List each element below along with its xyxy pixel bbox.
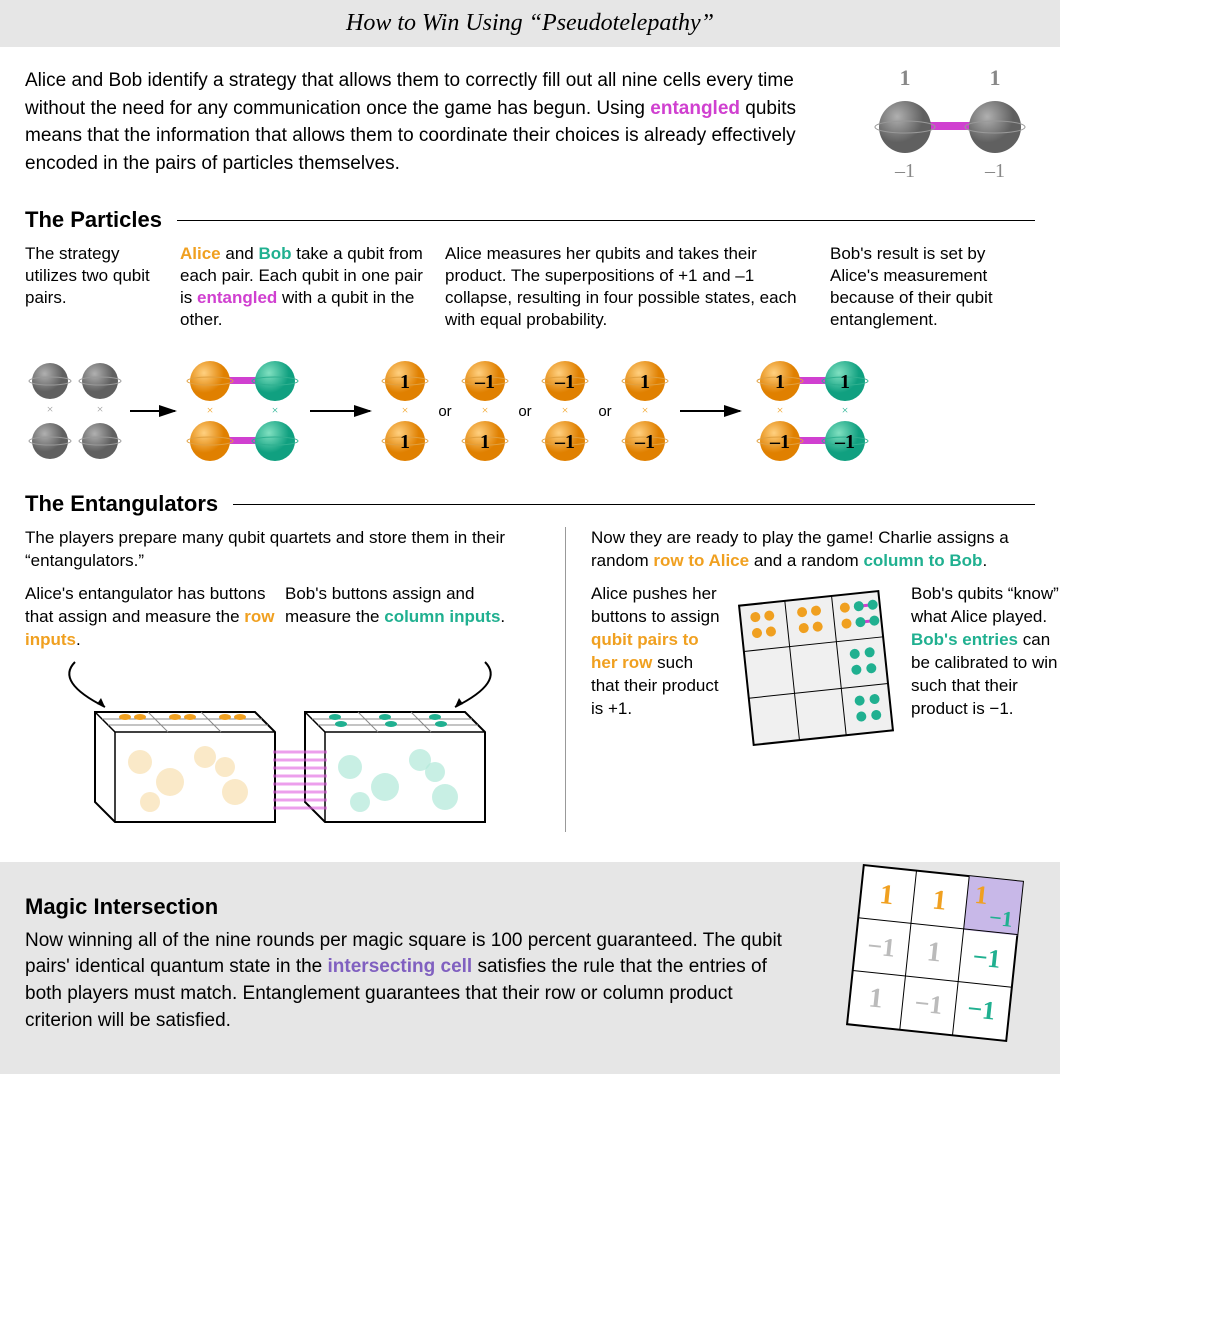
- svg-text:1: 1: [840, 371, 850, 393]
- svg-text:1: 1: [640, 371, 650, 393]
- svg-text:1: 1: [400, 371, 410, 393]
- svg-text:or: or: [518, 403, 531, 420]
- alice-bob-pairs: × ×: [187, 361, 298, 461]
- particles-heading: The Particles: [25, 207, 162, 233]
- svg-text:–1: –1: [769, 431, 790, 453]
- svg-text:1: 1: [775, 371, 785, 393]
- svg-text:×: ×: [482, 403, 489, 417]
- magic-text: Magic Intersection Now winning all of th…: [25, 892, 805, 1034]
- final-state: 1 1 × × –1 –1: [757, 361, 868, 461]
- svg-text:−1: −1: [966, 994, 997, 1026]
- intro-row: Alice and Bob identify a strategy that a…: [25, 67, 1035, 187]
- play-grid-icon: [731, 583, 901, 753]
- particles-text-row: The strategy utilizes two qubit pairs. A…: [25, 243, 1035, 331]
- grey-qubit-pairs: × ×: [29, 363, 121, 459]
- svg-text:–1: –1: [554, 371, 575, 393]
- svg-text:–1: –1: [894, 160, 915, 182]
- particles-heading-row: The Particles: [25, 207, 1035, 233]
- entangulator-boxes-icon: [25, 652, 535, 832]
- svg-text:1: 1: [480, 431, 490, 453]
- svg-text:1: 1: [990, 67, 1001, 90]
- particles-col3: Alice measures her qubits and takes thei…: [445, 243, 815, 331]
- ent-left-a: Alice's entangulator has buttons that as…: [25, 583, 275, 652]
- svg-text:1: 1: [900, 67, 911, 90]
- entangulators-heading-row: The Entangulators: [25, 491, 1035, 517]
- particles-col2: Alice and Bob take a qubit from each pai…: [180, 243, 430, 331]
- svg-text:−1: −1: [971, 942, 1002, 974]
- particles-col1: The strategy utilizes two qubit pairs.: [25, 243, 165, 331]
- svg-text:×: ×: [272, 403, 279, 417]
- magic-section: Magic Intersection Now winning all of th…: [0, 862, 1060, 1074]
- main-content: Alice and Bob identify a strategy that a…: [0, 47, 1060, 832]
- svg-text:×: ×: [402, 403, 409, 417]
- svg-text:×: ×: [562, 403, 569, 417]
- ent-right-b: Bob's qubits “know” what Alice played. B…: [911, 583, 1061, 721]
- svg-text:–1: –1: [554, 431, 575, 453]
- entangulators-row: The players prepare many qubit quartets …: [25, 527, 1035, 832]
- svg-text:×: ×: [207, 403, 214, 417]
- four-states: 1 × 1 or –1 × 1 or –1 × –1 or: [382, 361, 668, 461]
- magic-grid-icon: 1 1 1 −1 −1 1 −1 1 −1 −1: [835, 853, 1035, 1053]
- svg-text:−1: −1: [866, 931, 897, 963]
- magic-heading: Magic Intersection: [25, 892, 805, 923]
- entangulators-left: The players prepare many qubit quartets …: [25, 527, 535, 832]
- svg-text:×: ×: [842, 403, 849, 417]
- svg-text:1: 1: [400, 431, 410, 453]
- svg-text:−1: −1: [913, 988, 944, 1020]
- svg-text:or: or: [438, 403, 451, 420]
- alice-entangulator: [95, 712, 275, 822]
- title-bar: How to Win Using “Pseudotelepathy”: [0, 0, 1060, 47]
- svg-text:–1: –1: [474, 371, 495, 393]
- header-qubit-pair-icon: 1 1 –1 –1: [865, 67, 1035, 187]
- page-title: How to Win Using “Pseudotelepathy”: [346, 10, 714, 36]
- ent-left-b: Bob's buttons assign and measure the col…: [285, 583, 525, 652]
- bob-entangulator: [305, 712, 485, 822]
- svg-text:×: ×: [47, 402, 54, 416]
- particles-diagram: × × × × 1 × 1 or: [25, 346, 1035, 476]
- svg-text:or: or: [598, 403, 611, 420]
- svg-text:×: ×: [642, 403, 649, 417]
- entangled-word: entangled: [650, 98, 740, 119]
- svg-text:−1: −1: [988, 905, 1014, 932]
- intro-text: Alice and Bob identify a strategy that a…: [25, 67, 835, 177]
- svg-text:–1: –1: [834, 431, 855, 453]
- svg-text:×: ×: [97, 402, 104, 416]
- entangulators-heading: The Entangulators: [25, 491, 218, 517]
- ent-right-a: Alice pushes her buttons to assign qubit…: [591, 583, 721, 721]
- svg-text:×: ×: [777, 403, 784, 417]
- entangulators-right: Now they are ready to play the game! Cha…: [565, 527, 1061, 832]
- heading-rule: [177, 220, 1035, 221]
- particles-col4: Bob's result is set by Alice's measureme…: [830, 243, 1020, 331]
- svg-text:–1: –1: [634, 431, 655, 453]
- svg-text:–1: –1: [984, 160, 1005, 182]
- ent-right-intro: Now they are ready to play the game! Cha…: [591, 527, 1061, 573]
